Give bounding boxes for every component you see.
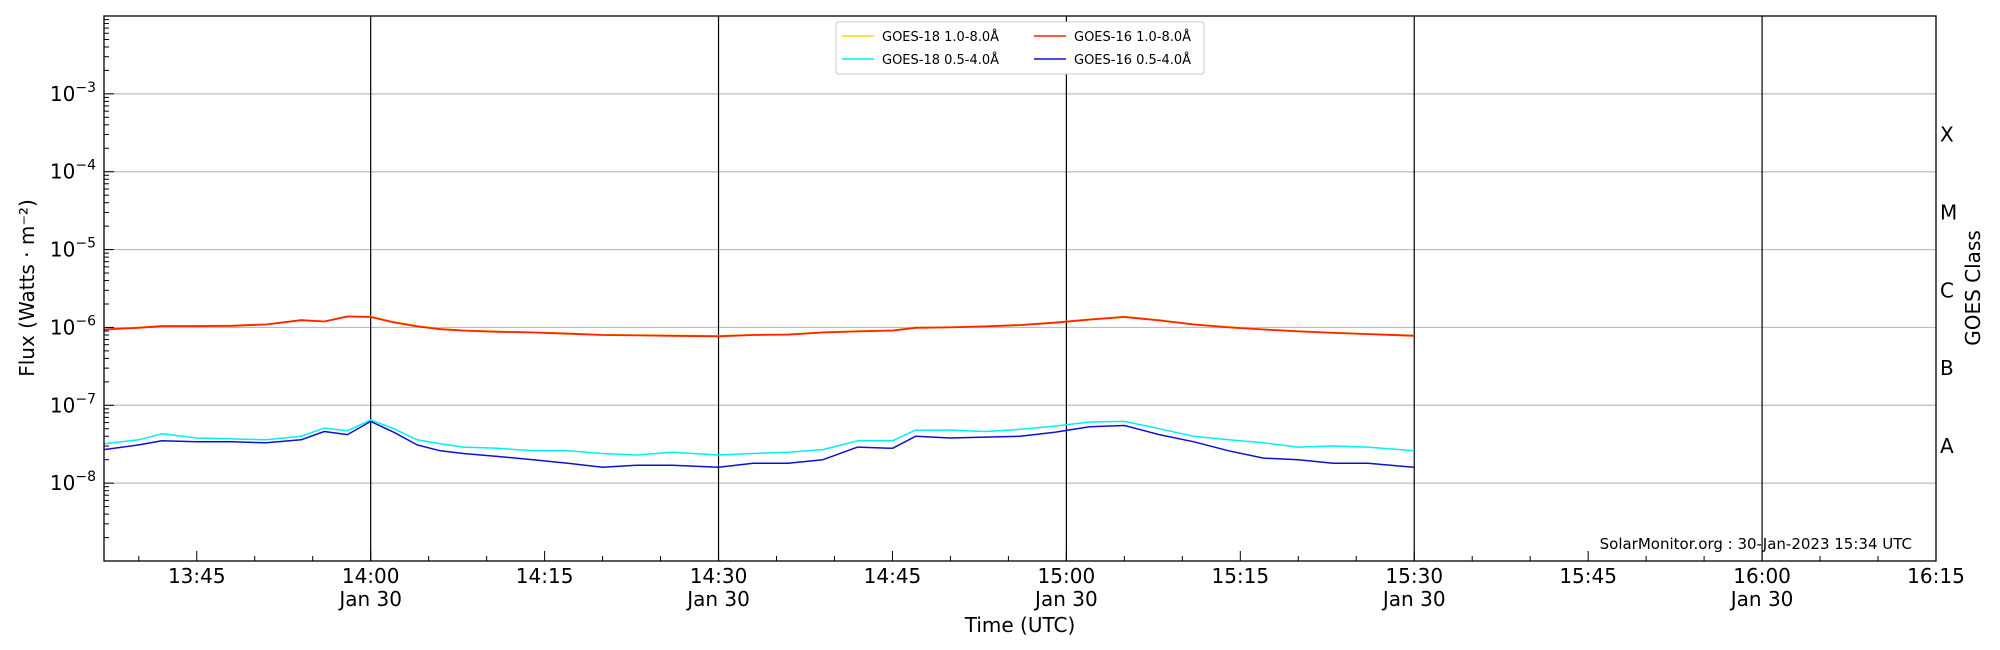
legend: GOES-18 1.0-8.0Å GOES-18 0.5-4.0Å GOES-16 … <box>835 21 1205 75</box>
y-tick-label: 10−6 <box>50 313 96 339</box>
x-tick-label: 14:00 <box>342 564 400 588</box>
goes-class-c: C <box>1940 278 1954 302</box>
x-tick-label: 16:00 <box>1733 564 1791 588</box>
y-axis-label: Flux (Watts · m⁻²) <box>15 199 39 377</box>
legend-label-2: GOES-16 1.0-8.0Å <box>1074 29 1191 45</box>
legend-box <box>835 21 1205 75</box>
goes-class-b: B <box>1940 356 1954 380</box>
y-tick-label: 10−5 <box>50 236 96 262</box>
goes-class-x: X <box>1940 123 1954 147</box>
series-line-3 <box>103 420 1415 469</box>
x-tick-label: 15:30 <box>1385 564 1443 588</box>
goes-class-labels: A B C M X <box>1940 123 1957 458</box>
legend-label-3: GOES-16 0.5-4.0Å <box>1074 52 1191 68</box>
x-tick-label: 16:15 <box>1907 564 1965 588</box>
goes-class-m: M <box>1940 200 1957 224</box>
x-tick-label: 14:45 <box>864 564 922 588</box>
x-axis-label: Time (UTC) <box>964 613 1076 637</box>
grid-lines <box>104 93 1936 484</box>
x-tick-label: 15:15 <box>1211 564 1269 588</box>
y-tick-label: 10−7 <box>50 391 96 417</box>
right-axis-label: GOES Class <box>1961 230 1985 346</box>
x-tick-label: 14:15 <box>516 564 574 588</box>
legend-label-0: GOES-18 1.0-8.0Å <box>882 29 999 45</box>
x-tick-date: Jan 30 <box>337 587 402 611</box>
day-vertical-lines <box>370 16 1763 561</box>
goes-class-a: A <box>1940 434 1954 458</box>
legend-label-1: GOES-18 0.5-4.0Å <box>882 52 999 68</box>
flux-series <box>103 315 1415 469</box>
x-tick-date: Jan 30 <box>685 587 750 611</box>
x-tick-label: 13:45 <box>168 564 226 588</box>
y-axis-ticks: 10−8 10−7 10−6 10−5 10−4 10−3 <box>50 19 114 562</box>
x-tick-date: Jan 30 <box>1033 587 1098 611</box>
x-tick-label: 15:00 <box>1038 564 1096 588</box>
plot-frame <box>103 15 1937 562</box>
y-tick-label: 10−8 <box>50 469 96 495</box>
series-line-1 <box>103 419 1415 456</box>
x-tick-label: 15:45 <box>1559 564 1617 588</box>
y-tick-label: 10−3 <box>50 80 96 106</box>
x-tick-date: Jan 30 <box>1381 587 1446 611</box>
series-line-2 <box>103 315 1415 338</box>
x-tick-date: Jan 30 <box>1729 587 1794 611</box>
credit-text: SolarMonitor.org : 30-Jan-2023 15:34 UTC <box>1600 535 1912 553</box>
x-tick-label: 14:30 <box>690 564 748 588</box>
y-tick-label: 10−4 <box>50 158 96 184</box>
